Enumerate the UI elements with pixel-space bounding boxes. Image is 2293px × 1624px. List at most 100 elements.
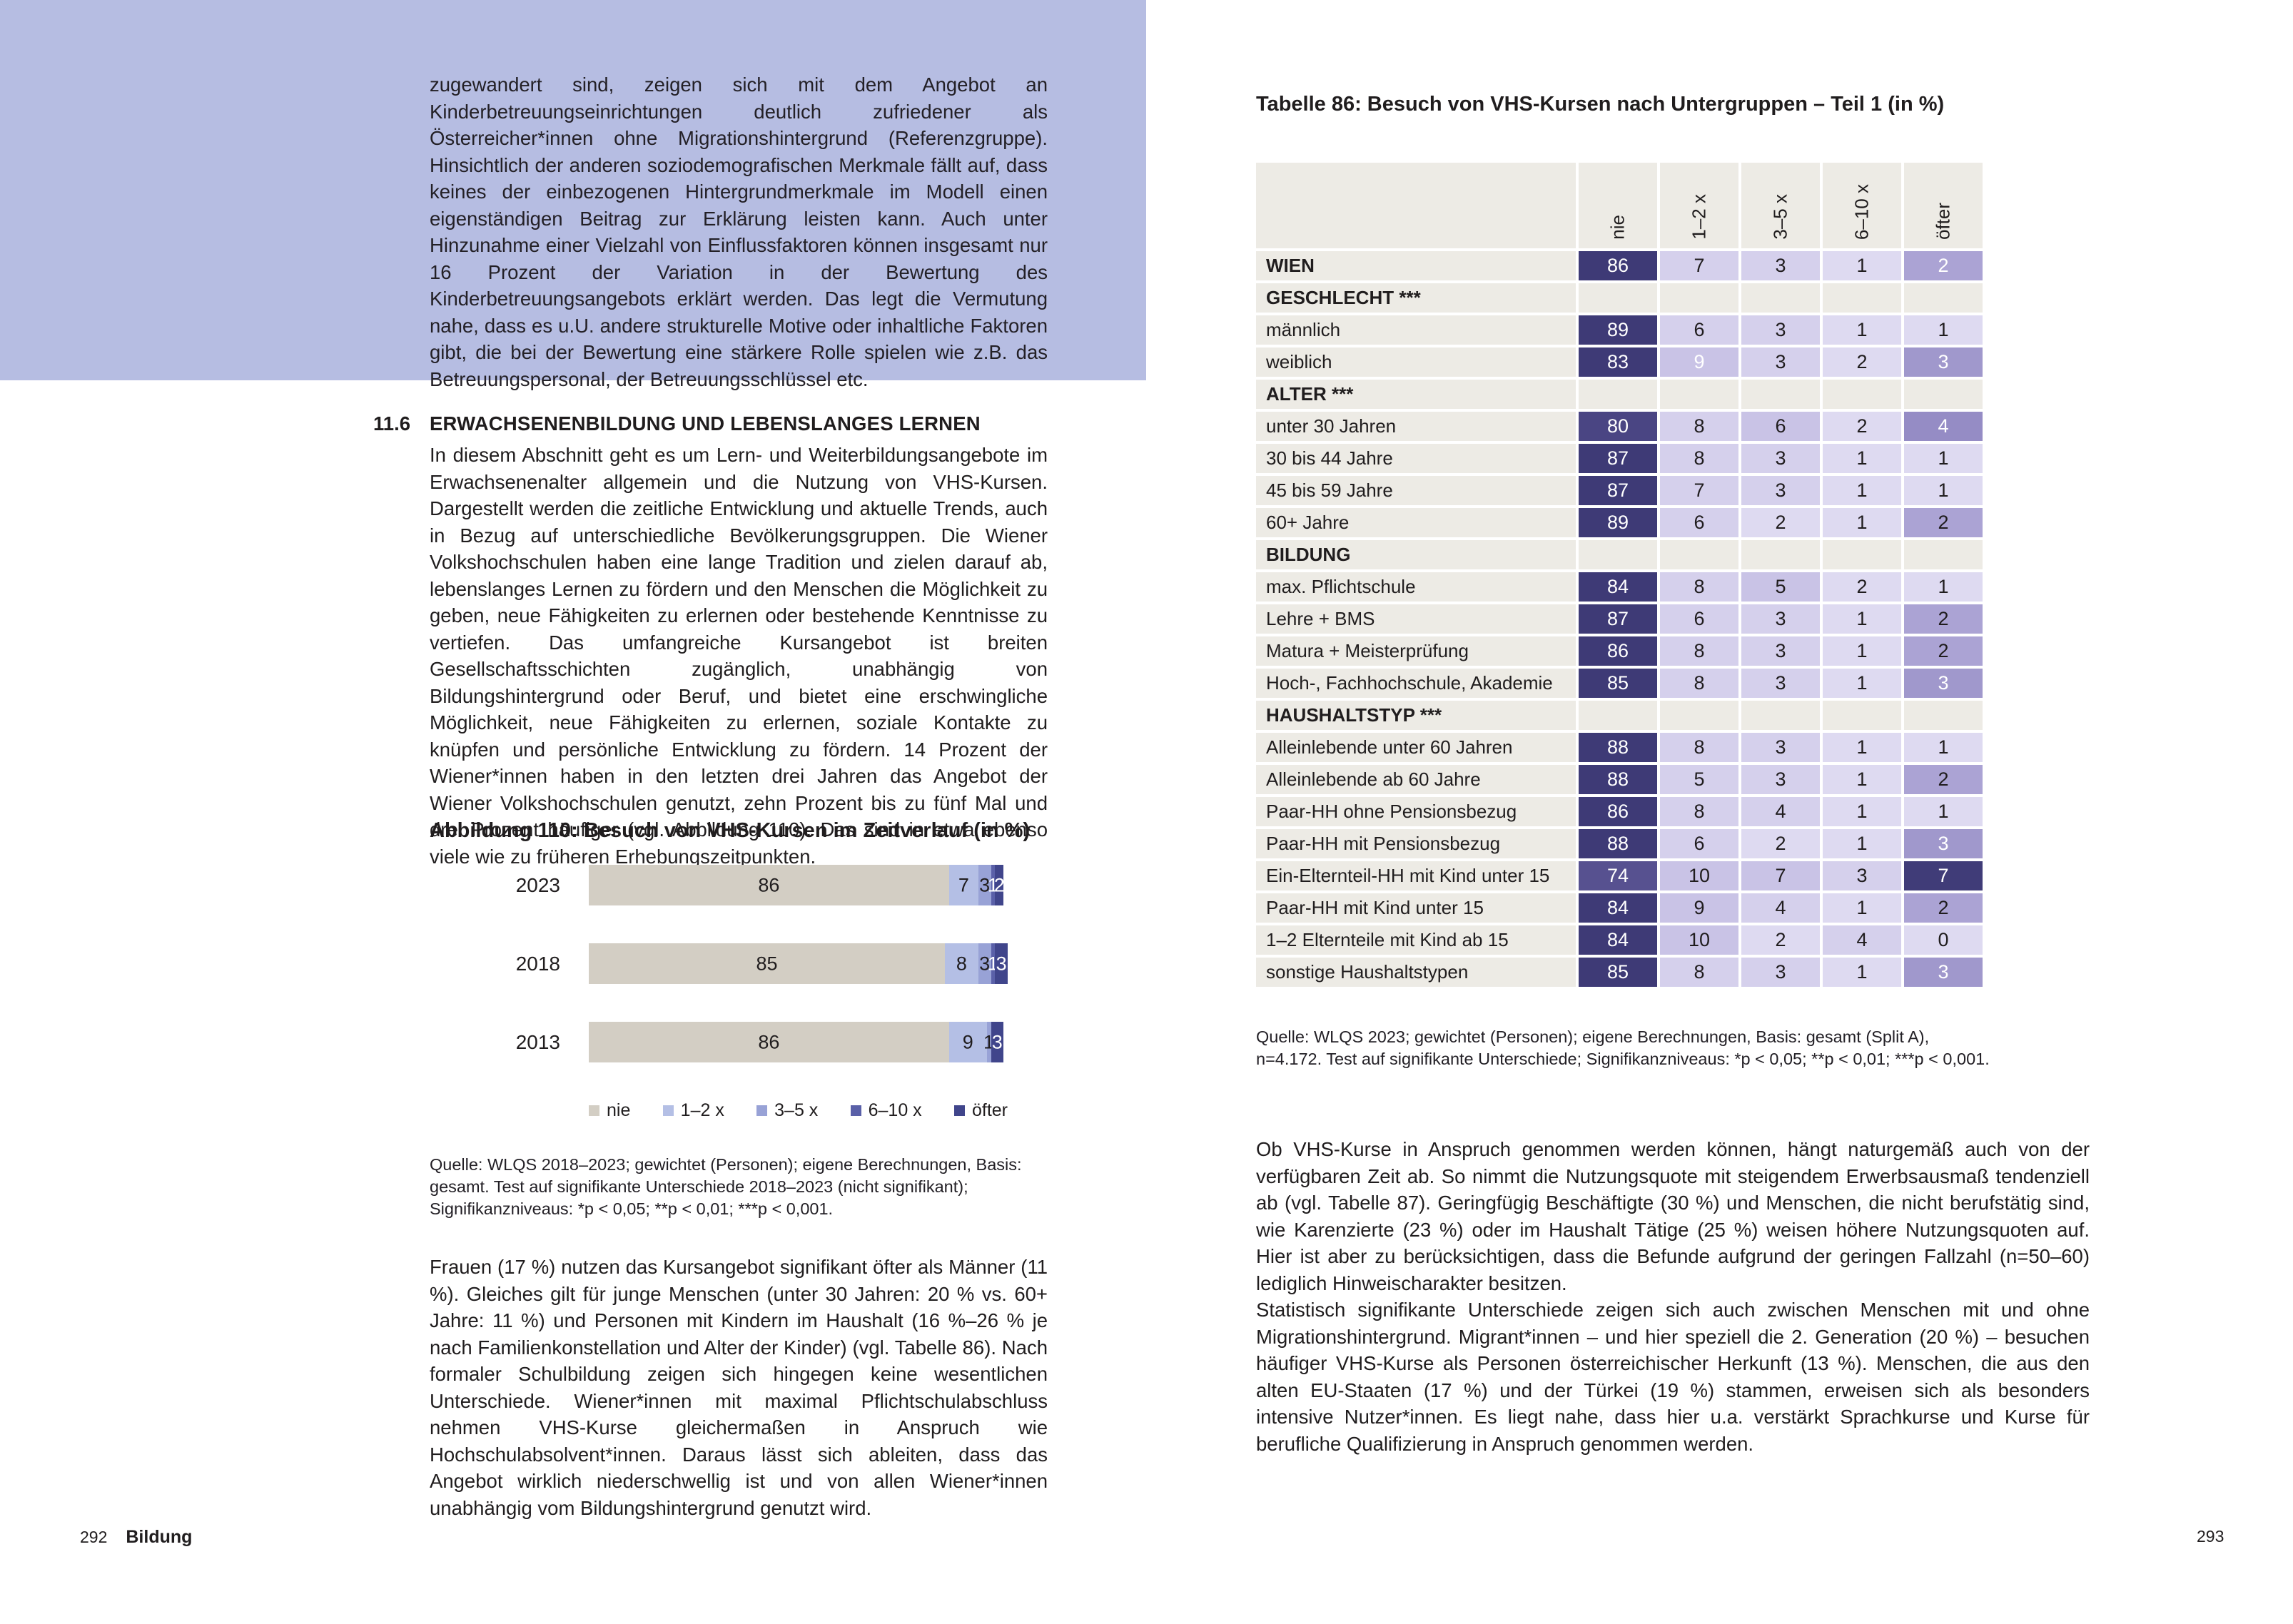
column-header-öfter: öfter (1904, 163, 1983, 248)
value-cell: 6 (1660, 508, 1738, 537)
row-label: weiblich (1256, 347, 1576, 377)
value-cell: 1 (1823, 958, 1901, 987)
row-label: 60+ Jahre (1256, 508, 1576, 537)
legend-item-nie: nie (589, 1100, 630, 1121)
bar-row-2023: 2023 86 7 3 1 2 (430, 865, 1009, 905)
value-cell: 0 (1904, 925, 1983, 955)
value-cell: 1 (1823, 765, 1901, 794)
value-cell: 3 (1741, 669, 1820, 698)
chapter-label: Bildung (126, 1527, 193, 1547)
page-number-left: 292 (80, 1528, 108, 1546)
highlight-box-text: zugewandert sind, zeigen sich mit dem An… (430, 73, 1048, 390)
value-cell: 6 (1660, 315, 1738, 345)
value-cell: 2 (1741, 829, 1820, 858)
section-row-label: GESCHLECHT *** (1256, 283, 1576, 313)
highlight-box: zugewandert sind, zeigen sich mit dem An… (0, 0, 1146, 390)
value-cell: 1 (1823, 829, 1901, 858)
segment-value-label: 3 (979, 953, 991, 974)
section-empty-cell (1741, 701, 1820, 730)
bar-segment-1–2 x: 9 (948, 1022, 987, 1062)
table-header: nie 1–2 x 3–5 x 6–10 x öfter (1256, 163, 1983, 248)
legend-swatch-icon (756, 1105, 768, 1116)
bar-year-label: 2018 (515, 952, 560, 975)
bar-track: 86 7 3 1 2 (589, 865, 1008, 905)
value-cell: 2 (1823, 572, 1901, 602)
value-cell: 8 (1660, 572, 1738, 602)
section-empty-cell (1579, 701, 1657, 730)
bar-track: 86 9 1 3 (589, 1022, 1008, 1062)
value-cell: 1 (1823, 604, 1901, 634)
section-empty-cell (1823, 283, 1901, 313)
section-number: 11.6 (373, 412, 411, 435)
row-label: Paar-HH mit Kind unter 15 (1256, 893, 1576, 923)
value-cell: 1 (1823, 893, 1901, 923)
value-cell: 88 (1579, 829, 1657, 858)
segment-value-label: 86 (758, 1031, 780, 1052)
segment-value-label: 9 (962, 1031, 973, 1052)
value-cell: 1 (1823, 733, 1901, 762)
bar-segment-nie: 86 (589, 1022, 949, 1062)
value-cell: 86 (1579, 636, 1657, 666)
row-label: max. Pflichtschule (1256, 572, 1576, 602)
bar-segment-1–2 x: 8 (944, 943, 978, 984)
row-label: Lehre + BMS (1256, 604, 1576, 634)
value-cell: 3 (1904, 347, 1983, 377)
value-cell: 85 (1579, 669, 1657, 698)
value-cell: 6 (1660, 604, 1738, 634)
value-cell: 4 (1904, 412, 1983, 441)
bar-row-2018: 2018 85 8 3 1 3 (430, 943, 1009, 984)
chart-legend: nie 1–2 x 3–5 x 6–10 x öfter (589, 1100, 1008, 1121)
bar-segment-3–5 x: 3 (978, 865, 991, 905)
value-cell: 4 (1741, 797, 1820, 826)
value-cell: 2 (1823, 347, 1901, 377)
value-cell: 1 (1823, 251, 1901, 280)
value-cell: 2 (1904, 508, 1983, 537)
section-empty-cell (1579, 380, 1657, 409)
chart-bars: 2023 86 7 3 1 2 2018 85 8 3 1 3 2013 86 9 1 3 (430, 865, 1009, 1062)
value-cell: 88 (1579, 733, 1657, 762)
bar-segment-öfter: 2 (994, 865, 1005, 905)
segment-value-label: 3 (996, 953, 1007, 974)
legend-swatch-icon (850, 1105, 861, 1116)
bar-segment-öfter: 3 (995, 943, 1008, 984)
value-cell: 2 (1741, 508, 1820, 537)
section-empty-cell (1660, 283, 1738, 313)
section-empty-cell (1904, 283, 1983, 313)
row-label: unter 30 Jahren (1256, 412, 1576, 441)
value-cell: 86 (1579, 251, 1657, 280)
value-cell: 2 (1904, 604, 1983, 634)
value-cell: 8 (1660, 797, 1738, 826)
value-cell: 1 (1823, 476, 1901, 505)
table-body: WIEN 86 7 3 1 2 GESCHLECHT *** männlich 89 6 3 1 1 we… (1256, 251, 1983, 987)
bar-row-2013: 2013 86 9 1 3 (430, 1022, 1009, 1062)
section-empty-cell (1741, 540, 1820, 569)
right-paragraph-1: Ob VHS-Kurse in Anspruch genommen werden… (1256, 1138, 2090, 1294)
column-header-nie: nie (1579, 163, 1657, 248)
section-empty-cell (1741, 380, 1820, 409)
value-cell: 7 (1904, 861, 1983, 890)
value-cell: 8 (1660, 958, 1738, 987)
row-label: WIEN (1256, 251, 1576, 280)
row-label: Hoch-, Fachhochschule, Akademie (1256, 669, 1576, 698)
value-cell: 6 (1660, 829, 1738, 858)
value-cell: 88 (1579, 765, 1657, 794)
value-cell: 74 (1579, 861, 1657, 890)
value-cell: 3 (1904, 958, 1983, 987)
value-cell: 87 (1579, 476, 1657, 505)
row-label: Alleinlebende ab 60 Jahre (1256, 765, 1576, 794)
legend-swatch-icon (662, 1105, 674, 1116)
value-cell: 3 (1741, 476, 1820, 505)
value-cell: 86 (1579, 797, 1657, 826)
row-label: männlich (1256, 315, 1576, 345)
table-corner-cell (1256, 163, 1576, 248)
stacked-bar-chart: 2023 86 7 3 1 2 2018 85 8 3 1 3 2013 86 9 1 3 nie 1–2 x 3–… (430, 865, 1009, 1121)
legend-label: nie (607, 1100, 631, 1120)
bar-segment-öfter: 3 (991, 1022, 1004, 1062)
right-paragraph-2: Statistisch signifikante Unterschiede ze… (1256, 1299, 2090, 1455)
legend-item-öfter: öfter (953, 1100, 1008, 1121)
value-cell: 8 (1660, 412, 1738, 441)
legend-item-1–2 x: 1–2 x (662, 1100, 724, 1121)
column-header-label: öfter (1932, 202, 1954, 240)
row-label: Paar-HH mit Pensionsbezug (1256, 829, 1576, 858)
